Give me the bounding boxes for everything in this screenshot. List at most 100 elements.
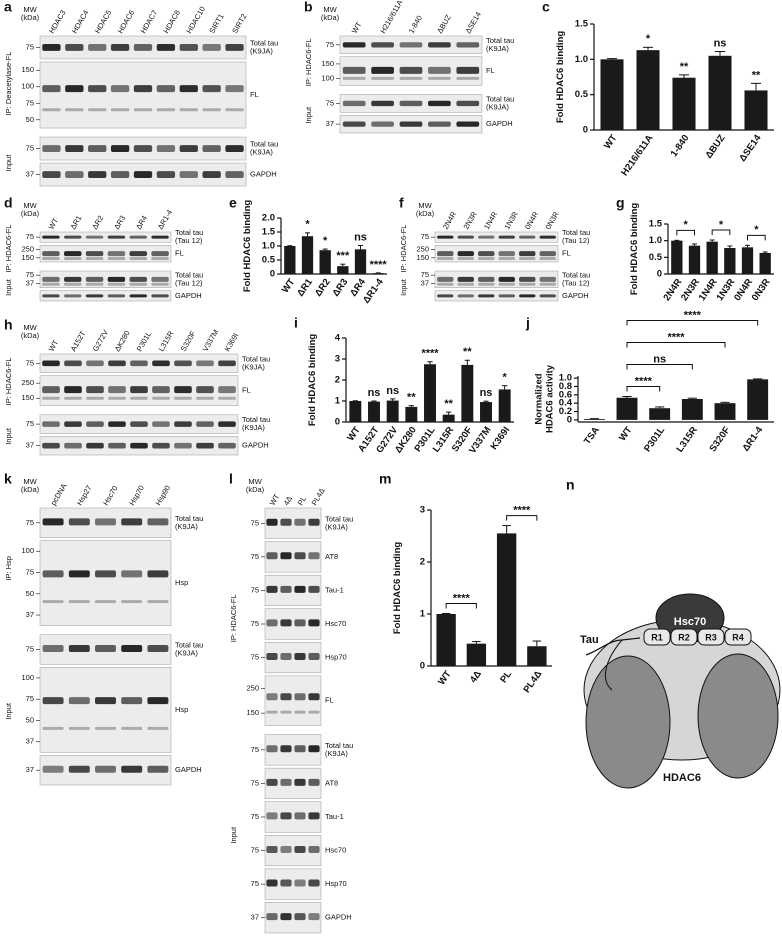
band	[202, 85, 221, 93]
bar	[708, 55, 732, 130]
band	[68, 518, 90, 526]
x-tick-label: WT	[617, 425, 635, 444]
y-tick-label: 0.5	[262, 255, 276, 266]
band	[294, 619, 306, 627]
band	[456, 66, 480, 74]
mw-title: MW (kDa)	[416, 201, 435, 218]
x-tick-label: ΔR3	[330, 277, 350, 299]
bar	[616, 397, 638, 420]
blot-label: FL	[242, 386, 251, 395]
blot-label-line: (K9JA)	[325, 522, 348, 531]
band	[371, 42, 394, 48]
significance: **	[444, 398, 453, 410]
band	[294, 585, 306, 593]
mw-label: 150	[321, 59, 334, 68]
band	[266, 812, 278, 820]
y-axis-label: NormalizedHDAC6 activity	[533, 364, 555, 433]
band	[179, 44, 198, 51]
lane-label: 2N4R	[441, 209, 459, 231]
band	[280, 778, 292, 786]
significance: **	[463, 346, 472, 358]
y-tick-label: 1.0	[575, 54, 588, 65]
lane-label: WT	[47, 216, 61, 231]
y-tick-label: 1	[420, 609, 426, 620]
band	[202, 44, 221, 51]
band	[266, 619, 278, 627]
bar	[354, 249, 367, 274]
panel-letter: l	[229, 471, 233, 487]
hdac6-lobe	[585, 655, 671, 789]
y-tick-label: 2	[420, 557, 425, 568]
mw-label: 100	[21, 673, 34, 682]
lane-label: Hsp90	[154, 484, 173, 507]
blot-label-line: GAPDH	[325, 913, 352, 922]
band	[179, 171, 198, 178]
mw-label: 150	[246, 708, 259, 717]
blot-label: Total tau (K9JA)	[242, 354, 270, 371]
x-tick-label: PL	[498, 669, 514, 685]
significance: *	[323, 235, 328, 247]
blot-label-line: GAPDH	[562, 291, 589, 300]
band	[371, 76, 394, 80]
band	[130, 421, 148, 427]
bracket-label: ****	[667, 331, 685, 343]
band	[152, 421, 170, 427]
mw-title: MW (kDa)	[21, 323, 40, 340]
x-tick-label: ΔSE14	[737, 132, 764, 164]
band	[152, 396, 170, 400]
significance: ns	[354, 231, 367, 243]
band	[129, 276, 147, 282]
x-tick-label: 0N3R	[750, 277, 773, 303]
band	[519, 276, 536, 282]
blot-label-line: Total tau	[325, 741, 353, 750]
mw-label: 250	[246, 683, 259, 692]
mw-label: 37	[421, 279, 429, 288]
lane-label: 1N3R	[502, 209, 520, 231]
bar	[442, 414, 455, 422]
band	[86, 386, 104, 394]
blot-label: Total tau (K9JA)	[250, 38, 278, 55]
band	[308, 518, 320, 526]
lane-label: Hsp27	[75, 484, 94, 507]
band	[498, 276, 515, 282]
y-tick-label: 0.2	[559, 406, 572, 417]
lane-label: HDAC6	[116, 8, 137, 35]
y-tick-label: 0.4	[559, 398, 573, 409]
mw-label: 37	[26, 279, 34, 288]
bracket	[506, 515, 538, 521]
repeat-box	[643, 628, 671, 646]
mw-title-line: (kDa)	[21, 485, 40, 494]
significance: ****	[370, 259, 388, 271]
significance: *	[305, 219, 310, 231]
hdac6-lobe	[697, 653, 779, 779]
band	[280, 812, 292, 820]
blot-label-line: AT8	[325, 552, 338, 561]
blot-label-line: Total tau	[175, 270, 203, 279]
band	[86, 396, 104, 400]
blot-label: Total tau (K9JA)	[175, 640, 203, 657]
band	[196, 386, 214, 394]
blot-label-line: (K9JA)	[175, 522, 198, 531]
blot-label: Hsp	[175, 578, 188, 587]
side-label: Input	[4, 702, 13, 720]
y-tick-label: 0	[270, 269, 275, 280]
band	[151, 282, 169, 286]
blot-label: FL	[325, 696, 334, 705]
band	[539, 294, 556, 298]
bracket-label: *	[719, 219, 724, 231]
y-tick-label: 1	[335, 396, 341, 407]
y-tick-label: 3	[335, 354, 340, 365]
side-label: IP: HDAC6-FL	[229, 594, 238, 642]
blot-label-line: (Tau 12)	[175, 278, 203, 287]
band	[519, 282, 536, 286]
blot-label: GAPDH	[242, 441, 269, 450]
band	[308, 619, 320, 627]
bracket	[626, 341, 726, 348]
blot-label-line: FL	[175, 249, 184, 258]
band	[539, 276, 556, 282]
panel-letter: j	[525, 315, 530, 331]
band	[456, 76, 480, 80]
band	[152, 360, 170, 367]
bar	[461, 364, 474, 422]
blot-label-line: (K9JA)	[175, 648, 198, 657]
